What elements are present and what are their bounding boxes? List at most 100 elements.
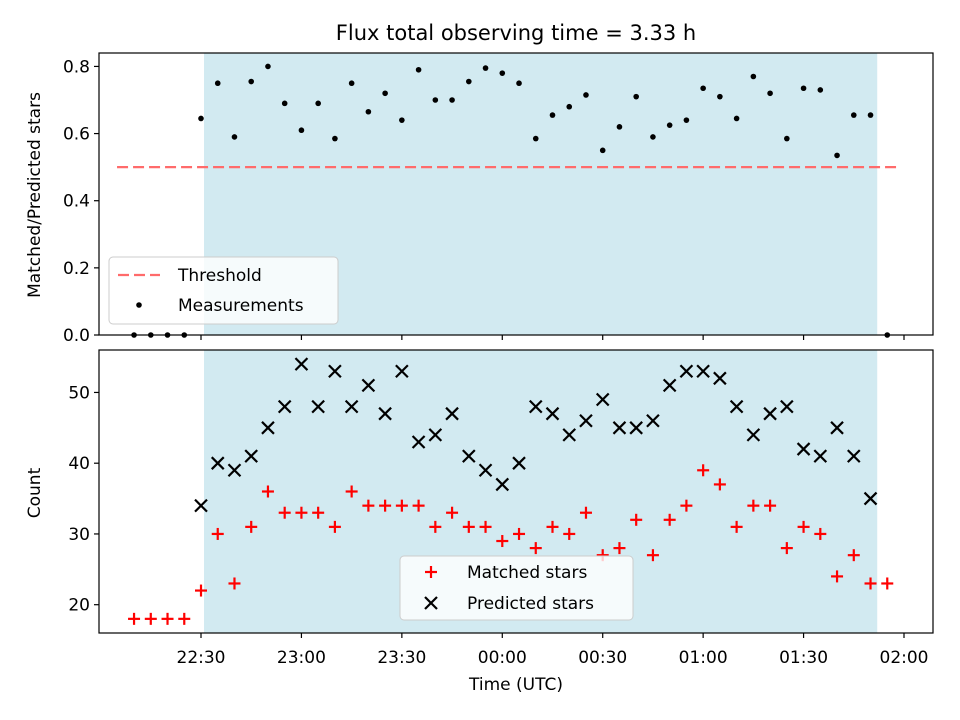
predicted-star-point: [528, 399, 543, 414]
matched-star-point: [579, 506, 592, 519]
matched-star-point: [730, 520, 743, 533]
bottom-y-tick-label: 20: [68, 596, 90, 616]
matched-star-point: [211, 527, 224, 540]
measurement-point: [817, 87, 824, 93]
measurement-point: [214, 80, 221, 87]
measurement-point: [666, 122, 673, 128]
predicted-star-point: [612, 421, 627, 435]
matched-star-point: [764, 499, 777, 512]
measurement-point: [616, 124, 623, 130]
measurement-point: [449, 97, 455, 103]
matched-star-point: [278, 506, 291, 519]
matched-star-point: [780, 542, 793, 555]
measurement-point: [482, 65, 489, 71]
matched-star-point: [178, 612, 191, 625]
predicted-star-point: [746, 428, 761, 442]
matched-star-point: [646, 549, 659, 562]
predicted-star-point: [780, 399, 794, 414]
measurement-point: [717, 93, 723, 100]
predicted-star-point: [261, 421, 275, 435]
measurement-point: [415, 66, 422, 73]
bottom-legend-box: [399, 555, 634, 621]
predicted-star-point: [411, 435, 426, 449]
measurement-point: [633, 93, 639, 100]
matched-star-point: [814, 527, 827, 540]
measurement-point: [432, 97, 439, 103]
predicted-star-point: [227, 463, 242, 478]
measurement-point: [700, 85, 706, 92]
predicted-star-point: [629, 421, 643, 435]
measurement-point: [281, 100, 288, 107]
matched-star-point: [245, 520, 258, 533]
measurement-point: [733, 115, 740, 122]
measurement-point: [566, 103, 573, 110]
matched-star-point: [412, 499, 425, 512]
predicted-star-point: [210, 456, 225, 470]
matched-star-point: [529, 542, 542, 555]
measurement-point: [248, 78, 255, 85]
matched-star-point: [563, 527, 576, 540]
bottom-x-tick-label: 23:00: [277, 648, 326, 668]
predicted-star-point: [646, 413, 660, 428]
predicted-stars-points: [194, 357, 878, 513]
predicted-star-point: [495, 477, 510, 492]
bottom-axes-frame: [98, 349, 934, 634]
top-x-ticks: [200, 335, 905, 340]
predicted-star-point: [344, 399, 359, 414]
bottom-legend: Matched stars Predicted stars: [399, 555, 634, 621]
measurement-point: [583, 92, 589, 98]
measurement-point: [549, 112, 556, 118]
measurement-points: [131, 63, 891, 338]
measurement-point: [499, 70, 506, 76]
legend-threshold-label: Threshold: [177, 266, 262, 286]
matched-star-point: [328, 520, 341, 533]
predicted-star-point: [194, 498, 208, 513]
measurement-point: [516, 80, 522, 87]
measurement-point: [298, 127, 305, 134]
bottom-y-tick-label: 40: [68, 454, 90, 474]
bottom-x-tick-label: 00:30: [578, 648, 627, 668]
matched-star-point: [864, 577, 877, 590]
matched-star-point: [630, 513, 643, 526]
top-legend-box: [108, 256, 339, 325]
matched-star-point: [429, 520, 442, 533]
predicted-star-point: [562, 428, 577, 442]
measurement-point: [231, 134, 238, 140]
predicted-star-point: [696, 364, 710, 379]
measurement-point: [365, 108, 372, 115]
predicted-star-point: [729, 399, 744, 414]
predicted-star-point: [428, 428, 443, 442]
legend-matched-label: Matched stars: [467, 563, 587, 583]
predicted-star-point: [713, 371, 727, 386]
legend-predicted-swatch: [424, 596, 438, 610]
measurement-point: [867, 112, 874, 118]
matched-star-point: [479, 520, 492, 533]
predicted-star-point: [378, 406, 392, 421]
bottom-y-tick-label: 50: [68, 383, 90, 403]
matched-star-point: [446, 506, 459, 519]
chart-title: Flux total observing time = 3.33 h: [336, 21, 696, 45]
matched-star-point: [161, 612, 174, 625]
predicted-star-point: [311, 399, 325, 414]
predicted-star-point: [478, 463, 493, 478]
predicted-star-point: [545, 406, 560, 421]
count-panel: 20 30 40 50 22:30 23:00 23:30 00:00 00:30 01:00 0…: [25, 349, 934, 695]
matched-star-point: [546, 520, 559, 533]
bottom-x-tick-label: 22:30: [177, 648, 226, 668]
predicted-star-point: [277, 399, 292, 414]
matched-star-point: [713, 478, 726, 491]
matched-stars-points: [128, 464, 894, 625]
measurement-point: [315, 100, 321, 107]
measurement-point: [198, 115, 204, 122]
predicted-star-point: [361, 378, 376, 393]
top-axes-frame: [98, 52, 934, 336]
matched-star-point: [395, 499, 408, 512]
matched-star-point: [144, 612, 157, 625]
measurement-point: [767, 90, 773, 97]
measurement-point: [650, 134, 656, 140]
x-axis-label: Time (UTC): [468, 675, 563, 695]
bottom-x-tick-label: 01:30: [779, 648, 828, 668]
bottom-y-ticks: 20 30 40 50: [68, 383, 99, 616]
top-y-tick-label: 0.8: [63, 57, 90, 77]
